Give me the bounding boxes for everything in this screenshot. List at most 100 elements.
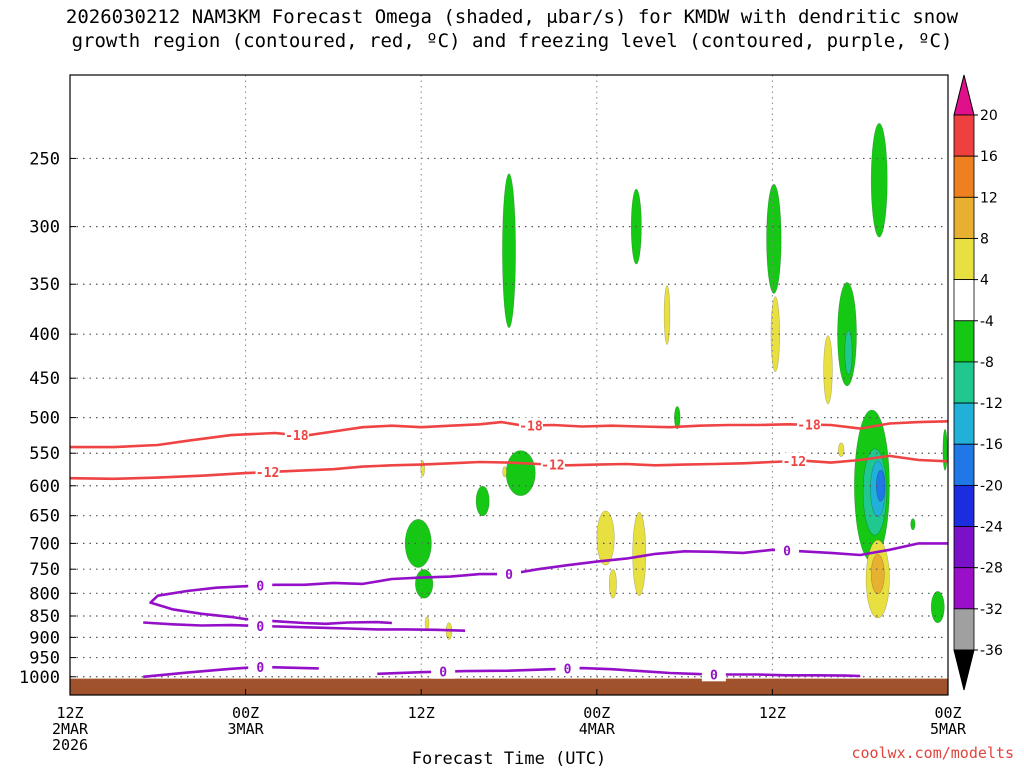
credit-text: coolwx.com/modelts	[851, 744, 1014, 762]
colorbar-label: 4	[980, 273, 989, 289]
x-axis-label: Forecast Time (UTC)	[412, 749, 606, 768]
y-tick-label: 400	[29, 325, 60, 345]
y-tick-label: 450	[29, 369, 60, 389]
contour-label-bg	[796, 416, 821, 432]
colorbar-bin	[953, 196, 975, 239]
colorbar-label: -8	[980, 355, 994, 371]
omega-region	[930, 591, 945, 624]
omega-region	[632, 511, 647, 596]
colorbar-label: -32	[980, 602, 1003, 618]
colorbar-bin	[953, 320, 975, 363]
x-tick-label: 00Z	[232, 704, 259, 722]
contour-label-bg	[775, 542, 800, 558]
x-tick-label: 3MAR	[228, 720, 265, 738]
y-tick-label: 850	[29, 607, 60, 627]
omega-region	[844, 329, 853, 375]
freezing-level-contour	[377, 666, 861, 678]
y-tick-label: 900	[29, 628, 60, 648]
colorbar-bin	[953, 526, 975, 569]
contour-label: -18	[519, 420, 543, 435]
colorbar-bin	[953, 402, 975, 445]
x-tick-label: 5MAR	[930, 720, 967, 738]
contour-label-bg	[255, 464, 280, 480]
contour-label: -12	[783, 455, 806, 470]
omega-region	[424, 616, 430, 631]
contour-label: 0	[256, 661, 264, 676]
contour-label: 0	[505, 568, 513, 583]
colorbar-arrow-top	[953, 74, 975, 116]
contour-label-bg	[518, 417, 543, 433]
colorbar-label: -36	[980, 643, 1003, 659]
colorbar-bin	[953, 114, 975, 157]
y-tick-label: 300	[29, 218, 60, 238]
colorbar-label: -28	[980, 561, 1003, 577]
x-tick-label: 12Z	[759, 704, 786, 722]
omega-region	[505, 450, 536, 496]
y-tick-label: 950	[29, 649, 60, 669]
contour-label-bg	[284, 427, 309, 443]
colorbar-bin	[953, 238, 975, 281]
contour-label: -12	[256, 466, 279, 481]
plot-frame	[69, 74, 949, 696]
omega-region	[502, 173, 516, 329]
contour-label-bg	[497, 566, 521, 582]
contour-label: 0	[439, 666, 447, 681]
y-tick-label: 650	[29, 507, 60, 527]
y-tick-label: 800	[29, 584, 60, 604]
contour-label-bg	[555, 660, 580, 676]
colorbar-bin	[953, 279, 975, 322]
omega-region	[663, 285, 671, 345]
x-tick-label: 2026	[52, 736, 88, 754]
colorbar-label: -4	[980, 314, 994, 330]
y-tick-label: 700	[29, 534, 60, 554]
colorbar-bin	[953, 155, 975, 198]
colorbar-bin	[953, 361, 975, 404]
omega-region	[415, 569, 434, 599]
omega-region	[942, 428, 948, 471]
chart-title-line-1: 2026030212 NAM3KM Forecast Omega (shaded…	[65, 6, 959, 28]
x-tick-label: 00Z	[583, 704, 610, 722]
omega-region	[475, 485, 490, 517]
y-tick-label: 600	[29, 477, 60, 497]
colorbar-label: 12	[980, 190, 998, 206]
colorbar-bin	[953, 567, 975, 610]
y-axis: 2503003504004505005506006507007508008509…	[19, 149, 76, 688]
omega-region	[837, 442, 845, 457]
colorbar-bin	[953, 443, 975, 486]
contour-label-bg	[431, 663, 456, 679]
contour-label-bg	[701, 666, 726, 682]
contour-label: 0	[256, 620, 264, 635]
colorbar-label: -12	[980, 396, 1003, 412]
contour-label: 0	[564, 663, 572, 678]
omega-region	[674, 406, 681, 430]
y-tick-label: 250	[29, 149, 60, 169]
contour-label-bg	[540, 456, 565, 472]
y-tick-label: 550	[29, 444, 60, 464]
omega-region	[608, 569, 617, 599]
colorbar-label: 20	[980, 108, 998, 124]
colorbar-label: -24	[980, 520, 1003, 536]
x-tick-label: 2MAR	[52, 720, 89, 738]
contour-lines: -18 -18 -18 -12 -12 -12 0 0 0 0 0 0 0 0	[70, 416, 948, 683]
freezing-level-contour	[143, 621, 466, 632]
colorbar: 20 16 12 8 4 -4 -8 -12 -16 -20 -24 -28 -32 -36	[953, 74, 1003, 691]
colorbar-label: -16	[980, 437, 1003, 453]
colorbar-label: 8	[980, 231, 989, 247]
colorbar-label: -20	[980, 478, 1003, 494]
contour-label-bg	[248, 617, 273, 633]
contour-label: 0	[256, 580, 264, 595]
contour-label: -12	[541, 459, 564, 474]
omega-shading	[404, 123, 948, 640]
y-tick-label: 750	[29, 560, 60, 580]
chart-title-line-2: growth region (contoured, red, ºC) and f…	[71, 30, 953, 52]
omega-region	[910, 518, 916, 531]
colorbar-label: 16	[980, 149, 998, 165]
omega-region	[870, 123, 888, 238]
omega-region	[766, 183, 782, 294]
x-tick-label: 00Z	[934, 704, 961, 722]
plot-area	[70, 75, 948, 695]
omega-region	[404, 519, 432, 568]
contour-label: -18	[285, 429, 309, 444]
